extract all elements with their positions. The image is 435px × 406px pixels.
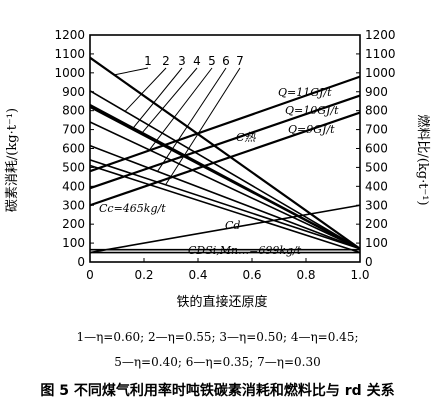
annotation-cdsi: CDSi,Mn…=699kg/t (188, 244, 302, 257)
y-tick-label-right: 100 (365, 236, 388, 250)
y-tick-label-left: 700 (62, 123, 85, 137)
curve-number-label: 2 (162, 54, 170, 68)
series-line-10 (89, 164, 361, 254)
y-tick-label-right: 0 (365, 255, 373, 269)
y-tick-label-right: 300 (365, 198, 388, 212)
curve-number-label: 3 (178, 54, 186, 68)
y-tick-label-left: 300 (62, 198, 85, 212)
x-tick-label: 1.0 (350, 268, 369, 282)
leader-line-4 (140, 67, 198, 135)
y-tick-label-left: 600 (62, 142, 85, 156)
leader-line-1 (114, 67, 149, 76)
x-tick-label: 0.8 (296, 268, 315, 282)
curve-number-label: 7 (236, 54, 244, 68)
y-tick-label-left: 100 (62, 236, 85, 250)
annotation-q11: Q=11GJ/t (278, 86, 332, 99)
y-tick-label-left: 400 (62, 179, 85, 193)
annotations: 1 2 3 4 5 6 7 Q=11GJ/t Q=10GJ/t Q=9GJ/t C热 Cc=465kg… (99, 54, 339, 257)
y-tick-label-right: 600 (365, 142, 388, 156)
y-tick-label-left: 900 (62, 85, 85, 99)
x-tick-label: 0 (86, 268, 94, 282)
curve-number-label: 5 (208, 54, 216, 68)
y-tick-label-right: 1100 (365, 47, 396, 61)
series-line-0 (89, 56, 361, 250)
annotation-q9: Q=9GJ/t (288, 123, 335, 136)
series-line-3 (89, 105, 361, 250)
y-tick-label-right: 1000 (365, 66, 396, 80)
y-tick-label-left: 800 (62, 104, 85, 118)
y-tick-label-right: 800 (365, 104, 388, 118)
leader-line-3 (132, 67, 183, 129)
x-tick-label: 0.2 (134, 268, 153, 282)
leader-line-6 (157, 67, 227, 172)
leader-line-7 (165, 67, 241, 186)
y-tick-label-right: 700 (365, 123, 388, 137)
annotation-c_heat: C热 (236, 131, 256, 144)
y-axis-left-label: 碳素消耗/(kg·t⁻¹) (5, 108, 20, 212)
leader-line-5 (149, 67, 213, 151)
annotation-cd: Cd (225, 219, 240, 232)
series-line-8 (89, 94, 361, 190)
figure-caption: 图 5 不同煤气利用率时吨铁碳素消耗和燃料比与 rd 关系 (40, 383, 395, 399)
series-line-11 (89, 204, 361, 254)
x-axis-ticks: 0 0.2 0.4 0.6 0.8 1.0 (86, 258, 370, 282)
series-line-4 (89, 121, 361, 250)
curve-number-label: 6 (222, 54, 230, 68)
y-tick-label-right: 200 (365, 217, 388, 231)
x-tick-label: 0.4 (188, 268, 207, 282)
series-line-9 (89, 111, 361, 207)
y-tick-label-left: 0 (77, 255, 85, 269)
y-tick-label-left: 500 (62, 160, 85, 174)
y-tick-label-left: 200 (62, 217, 85, 231)
series-line-5 (89, 144, 361, 250)
y-axis-left-ticks: 0 100 200 300 400 500 600 700 800 900 1000 1100 1200 (54, 28, 94, 269)
y-tick-label-right: 900 (365, 85, 388, 99)
series-line-1 (89, 90, 361, 250)
series-line-7 (89, 75, 361, 173)
curve-number-label: 4 (193, 54, 201, 68)
x-tick-label: 0.6 (242, 268, 261, 282)
curve-number-label: 1 (144, 54, 152, 68)
y-tick-label-left: 1000 (54, 66, 85, 80)
annotation-q10: Q=10GJ/t (285, 104, 339, 117)
y-axis-right-ticks: 0 100 200 300 400 500 600 700 800 900 1000 1100 1200 (356, 28, 396, 269)
leader-line-2 (124, 67, 167, 112)
y-tick-label-right: 1200 (365, 28, 396, 42)
y-axis-right-label: 燃料比/(kg·t⁻¹) (415, 114, 431, 205)
annotation-cc: Cc=465kg/t (99, 202, 166, 215)
legend-line-2: 5—η=0.40; 6—η=0.35; 7—η=0.30 (114, 355, 321, 369)
y-tick-label-left: 1200 (54, 28, 85, 42)
chart: 0100200300400500600700800900100011001200… (5, 28, 431, 310)
y-tick-label-right: 400 (365, 179, 388, 193)
y-tick-label-right: 500 (365, 160, 388, 174)
legend-line-1: 1—η=0.60; 2—η=0.55; 3—η=0.50; 4—η=0.45; (76, 330, 359, 344)
series-line-6 (89, 159, 361, 250)
x-axis-label: 铁的直接还原度 (176, 294, 267, 310)
series-lines (89, 56, 361, 254)
y-tick-label-left: 1100 (54, 47, 85, 61)
